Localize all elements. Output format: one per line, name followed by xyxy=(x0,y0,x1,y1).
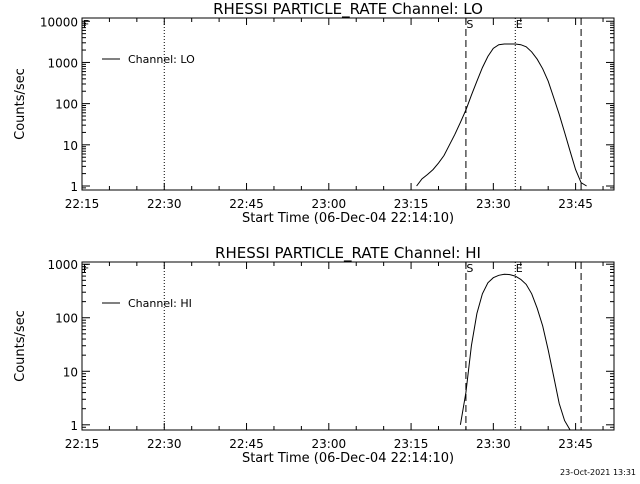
panel-2-chart: RHESSI PARTICLE_RATE Channel: HI 22:15 22:… xyxy=(13,244,615,466)
panel-1-y-tick-label: 10000 xyxy=(40,15,78,29)
panel-2-y-tick-label: 10 xyxy=(63,365,78,379)
panel-1-y-tick-label: 1000 xyxy=(47,56,78,70)
panel-1-x-tick-label: 23:00 xyxy=(312,197,347,211)
panel-1-y-tick-label: 10 xyxy=(63,139,78,153)
panel-2-y-tick-label: 100 xyxy=(55,312,78,326)
panel-1-x-tick-label: 22:45 xyxy=(229,197,264,211)
panel-1-marker-s: S xyxy=(466,18,473,31)
panel-2-x-tick-label: 23:45 xyxy=(558,437,593,451)
panel-2-marker-s: S xyxy=(466,262,473,275)
panel-2-x-tick-label: 23:00 xyxy=(312,437,347,451)
panel-2-x-tick-label: 23:30 xyxy=(476,437,511,451)
panel-1-y-tick-label: 1 xyxy=(70,180,78,194)
footer-timestamp: 23-Oct-2021 13:31 xyxy=(560,468,636,477)
panel-2-x-axis-label: Start Time (06-Dec-04 22:14:10) xyxy=(242,451,454,466)
panel-2-marker-f: F xyxy=(83,262,89,275)
panel-1-x-tick-label: 23:45 xyxy=(558,197,593,211)
panel-1-series-line xyxy=(416,43,587,187)
panel-1-x-tick-label: 23:15 xyxy=(394,197,429,211)
panel-2-y-tick-label: 1000 xyxy=(47,258,78,272)
panel-2-plot-frame xyxy=(81,261,615,431)
panel-1-legend-label: Channel: LO xyxy=(128,53,195,66)
panel-1-title: RHESSI PARTICLE_RATE Channel: LO xyxy=(213,0,483,19)
panel-1-marker-f: F xyxy=(83,18,89,31)
panel-2-x-tick-label: 22:15 xyxy=(65,437,100,451)
panel-1-marker-e: E xyxy=(516,18,523,31)
panel-1-x-tick-label: 22:30 xyxy=(147,197,182,211)
panel-2-x-tick-label: 22:45 xyxy=(229,437,264,451)
panel-1-chart: RHESSI PARTICLE_RATE Channel: LO 22:15 22:… xyxy=(13,0,615,226)
panel-2-marker-e: E xyxy=(516,262,523,275)
panel-2-x-tick-label: 22:30 xyxy=(147,437,182,451)
panel-1-x-tick-label: 22:15 xyxy=(65,197,100,211)
panel-1-x-axis-label: Start Time (06-Dec-04 22:14:10) xyxy=(242,211,454,226)
panel-2-y-tick-label: 1 xyxy=(70,419,78,433)
panel-2-x-tick-label: 23:15 xyxy=(394,437,429,451)
panel-2-legend-label: Channel: HI xyxy=(128,297,192,310)
panel-2-y-axis-label: Counts/sec xyxy=(13,310,28,382)
panel-2-title: RHESSI PARTICLE_RATE Channel: HI xyxy=(215,244,481,263)
panel-1-y-axis-label: Counts/sec xyxy=(13,68,28,140)
panel-1-y-tick-label: 100 xyxy=(55,98,78,112)
panel-1-x-tick-label: 23:30 xyxy=(476,197,511,211)
panel-1-plot-frame xyxy=(81,17,615,191)
panel-2-series-line xyxy=(459,273,571,431)
